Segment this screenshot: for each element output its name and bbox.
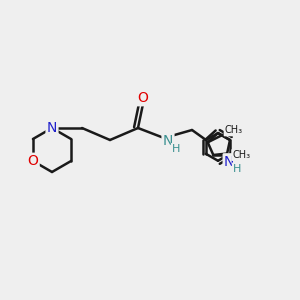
Text: N: N (224, 154, 234, 169)
Text: O: O (28, 154, 38, 168)
Text: H: H (172, 144, 180, 154)
Text: N: N (163, 134, 173, 148)
Text: CH₃: CH₃ (232, 150, 250, 160)
Text: H: H (233, 164, 241, 173)
Text: O: O (138, 91, 148, 105)
Text: CH₃: CH₃ (225, 125, 243, 135)
Text: N: N (47, 121, 57, 135)
